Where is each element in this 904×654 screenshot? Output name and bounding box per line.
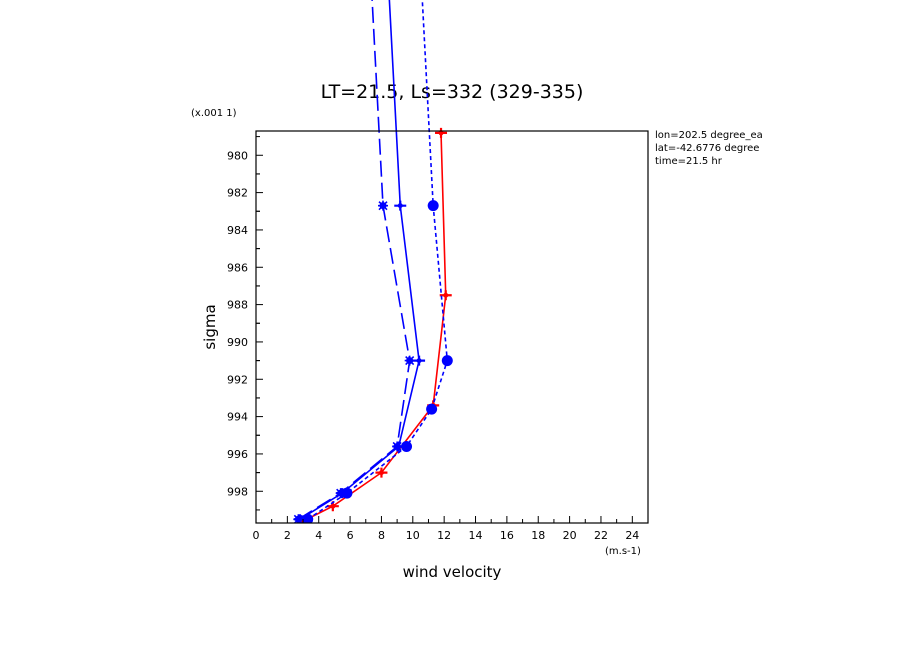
data-point-marker-core: [397, 203, 403, 209]
data-point-marker-core: [416, 358, 422, 364]
y-tick-label: 984: [227, 224, 248, 237]
data-point-marker-core: [378, 470, 384, 476]
data-point-marker-arms: [392, 441, 403, 452]
y-tick-label: 996: [227, 448, 248, 461]
y-tick-label: 994: [227, 411, 248, 424]
x-tick-label: 4: [315, 529, 322, 542]
x-tick-label: 14: [469, 529, 483, 542]
series-2-longdash: [293, 0, 415, 523]
data-point-marker-arms: [293, 514, 304, 523]
y-tick-label: 992: [227, 373, 248, 386]
data-point-marker-core: [438, 130, 444, 136]
chart-title: LT=21.5, Ls=332 (329-335): [321, 81, 584, 103]
data-point-marker-arms: [404, 355, 415, 366]
y-tick-label: 986: [227, 261, 248, 274]
data-point-marker: [341, 487, 353, 499]
x-tick-label: 6: [347, 529, 354, 542]
data-point-marker-arms: [335, 488, 346, 499]
x-tick-label: 18: [531, 529, 545, 542]
y-axis: 980 982 984 986 988 990 992 994 996 998: [227, 136, 263, 511]
y-scale-note: (x.001 1): [191, 108, 237, 119]
series-line: [299, 0, 420, 520]
x-tick-label: 22: [594, 529, 608, 542]
x-axis: 0 2 4 6 8 10 12 14 16 18 20 22 24: [253, 516, 639, 542]
x-tick-label: 8: [378, 529, 385, 542]
y-tick-label: 990: [227, 336, 248, 349]
x-tick-label: 2: [284, 529, 291, 542]
y-tick-label: 980: [227, 149, 248, 162]
y-tick-label: 998: [227, 485, 248, 498]
annotation-time: time=21.5 hr: [655, 156, 723, 167]
x-tick-label: 24: [625, 529, 639, 542]
x-axis-label: wind velocity: [403, 563, 502, 581]
data-point-marker-arms: [378, 200, 389, 211]
annotation-lat: lat=-42.6776 degree: [655, 143, 759, 154]
data-point-marker: [427, 200, 439, 212]
annotation-lon: lon=202.5 degree_ea: [655, 130, 763, 141]
data-point-marker: [426, 403, 438, 415]
series-line: [302, 132, 447, 522]
data-point-marker: [302, 513, 314, 523]
data-point-marker-core: [443, 292, 449, 298]
x-tick-label: 10: [406, 529, 420, 542]
data-point-marker-core: [330, 503, 336, 509]
x-tick-label: 16: [500, 529, 514, 542]
data-point-marker: [401, 440, 413, 452]
x-tick-label: 0: [253, 529, 260, 542]
series-3-shortdash: [302, 0, 453, 523]
y-axis-label: sigma: [201, 304, 219, 349]
x-tick-label: 20: [563, 529, 577, 542]
plot-frame: [255, 130, 649, 524]
y-tick-label: 988: [227, 299, 248, 312]
series-line: [297, 0, 411, 520]
data-point-marker: [441, 355, 453, 367]
x-tick-label: 12: [437, 529, 451, 542]
x-units-label: (m.s-1): [605, 546, 641, 557]
y-tick-label: 982: [227, 187, 248, 200]
series-line: [307, 0, 449, 520]
series-layer: [293, 0, 453, 523]
